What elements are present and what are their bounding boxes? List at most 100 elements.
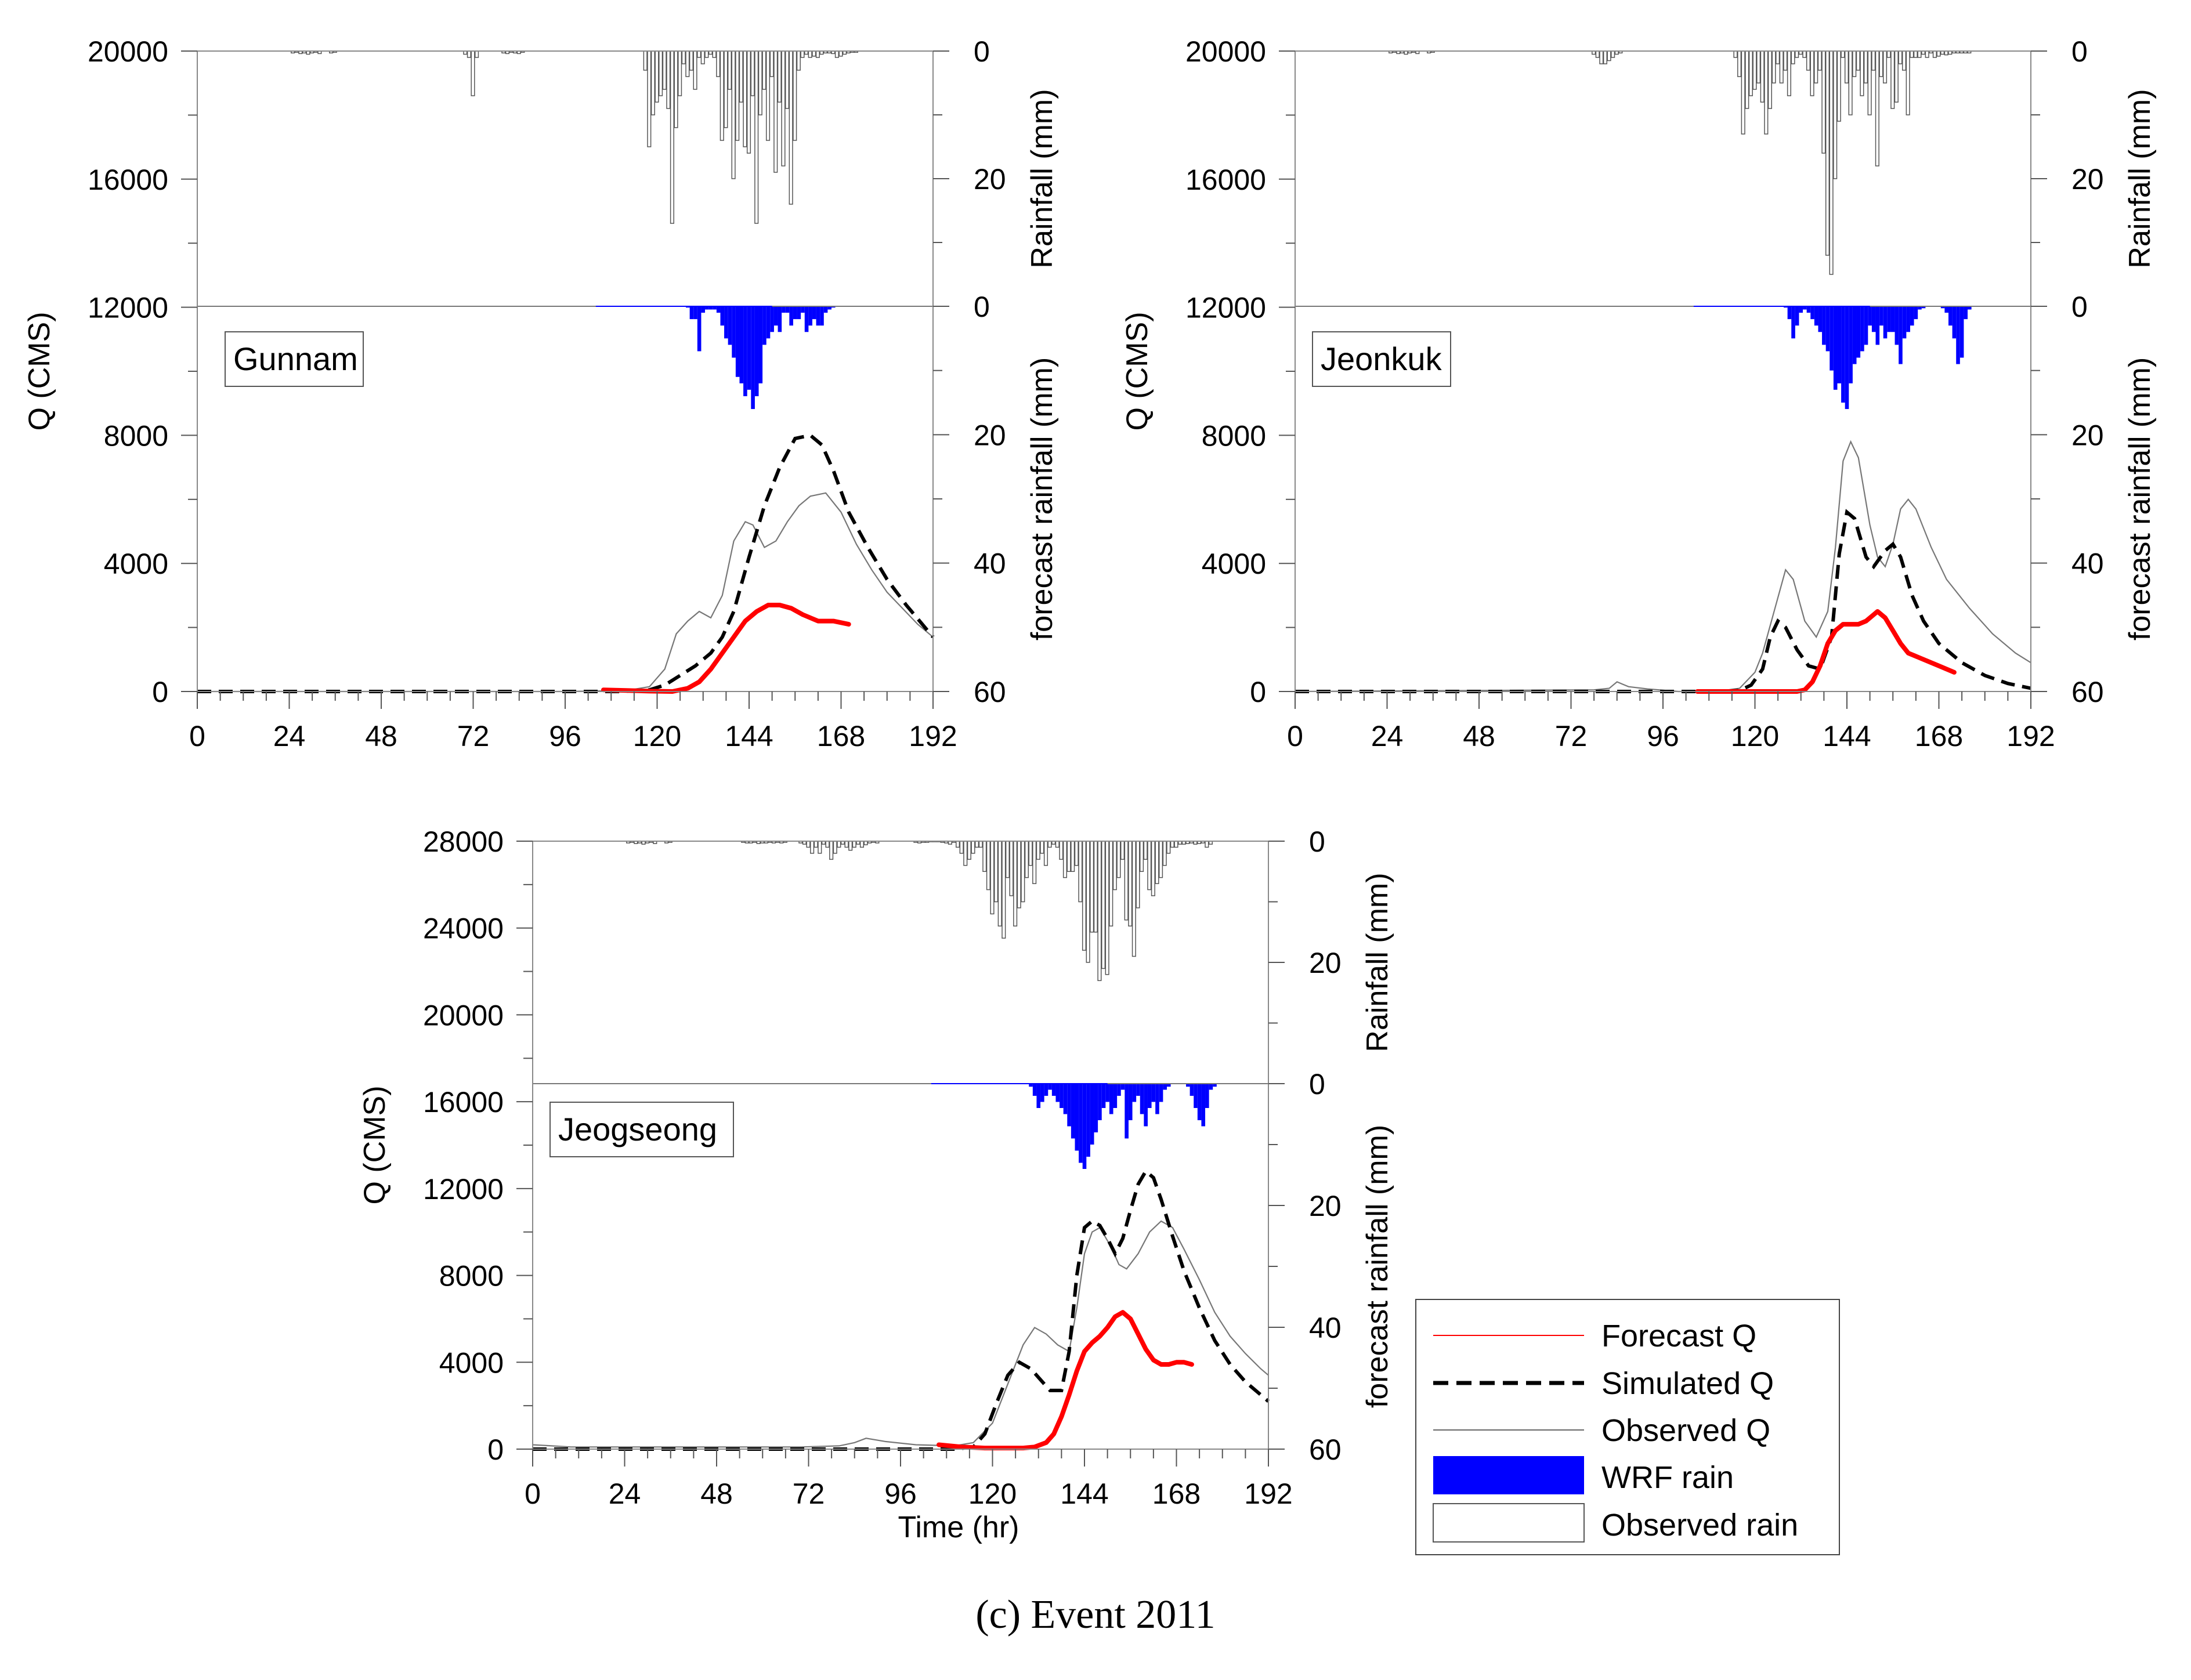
wrf-rain-bar <box>823 306 828 313</box>
x-tick-label: 0 <box>525 1478 541 1510</box>
observed-rain-bar <box>956 841 960 848</box>
wrf-rain-bar <box>1128 1084 1133 1120</box>
observed-rain-bar <box>1603 50 1607 64</box>
wrf-rain-bar <box>724 306 728 339</box>
observed-rain-bar <box>1047 841 1052 848</box>
y-tick-label: 8000 <box>439 1260 504 1292</box>
x-tick-label: 192 <box>909 720 957 752</box>
wrf-rain-bar <box>689 306 694 320</box>
observed-rain-bar <box>1013 841 1018 927</box>
wrf-rain-bar <box>1959 306 1964 358</box>
wrf-rain-bar <box>1036 1084 1041 1108</box>
forecast-rain-tick-label: 60 <box>2071 676 2104 708</box>
observed-rain-bar <box>833 841 837 854</box>
legend-obsrain-label: Observed rain <box>1601 1508 1798 1543</box>
observed-rain-bar <box>994 841 999 903</box>
observed-rain-bar <box>773 50 778 173</box>
observed-rain-bar <box>1879 50 1883 77</box>
wrf-rain-bar <box>1822 306 1826 345</box>
observed-rain-bar <box>1795 50 1799 58</box>
wrf-rain-bar <box>804 306 809 332</box>
wrf-rain-bar <box>1060 1084 1064 1108</box>
observed-rain-bar <box>975 841 979 848</box>
observed-rain-bar <box>1017 841 1021 908</box>
wrf-rain-bar <box>1918 306 1922 310</box>
wrf-rain-bar <box>713 306 717 310</box>
observed-rain-bar <box>1806 50 1811 71</box>
observed-rain-bar <box>815 50 820 58</box>
observed-rain-bar <box>716 50 721 77</box>
wrf-rain-bar <box>1197 1084 1202 1120</box>
wrf-rain-bar <box>1075 1084 1079 1151</box>
wrf-rain-bar <box>716 306 721 313</box>
observed-rain-bar <box>812 50 816 57</box>
station-label-box <box>549 1102 734 1157</box>
wrf-rain-bar <box>808 306 812 326</box>
x-tick-label: 72 <box>1555 720 1588 752</box>
wrf-rain-bar <box>1079 1084 1083 1163</box>
observed-rain-bar <box>1155 841 1159 884</box>
observed-rain-bar <box>727 50 732 90</box>
observed-rain-bar <box>1771 50 1776 84</box>
rainfall-axis-label: Rainfall (mm) <box>2123 89 2157 268</box>
observed-rain-bar <box>1776 50 1780 64</box>
observed-rain-bar <box>659 50 663 96</box>
x-tick-label: 24 <box>609 1478 641 1510</box>
y-tick-label: 16000 <box>1185 164 1266 196</box>
y-tick-label: 4000 <box>1202 548 1266 580</box>
x-tick-label: 0 <box>189 720 205 752</box>
wrf-rain-bar <box>1914 306 1918 320</box>
observed-rain-bar <box>1170 841 1174 848</box>
wrf-rain-bar <box>1105 1084 1109 1102</box>
observed-rain-bar <box>1028 841 1033 866</box>
wrf-rain-bar <box>1883 306 1888 339</box>
x-tick-label: 96 <box>884 1478 917 1510</box>
observed-rain-bar <box>1024 841 1029 878</box>
observed-rain-bar <box>1787 50 1791 96</box>
wrf-rain-bar <box>1213 1084 1217 1087</box>
observed-rain-bar <box>1074 841 1079 866</box>
rain-tick-label: 0 <box>974 35 990 68</box>
observed-rain-bar <box>1159 841 1163 878</box>
forecast-rain-tick-label: 20 <box>1309 1190 1342 1222</box>
wrf-rain-bar <box>773 306 778 326</box>
observed-rain-bar <box>1124 841 1129 921</box>
simulated-q-line <box>1295 509 2031 693</box>
observed-rain-bar <box>825 841 830 848</box>
x-axis-label: Time (hr) <box>898 1511 1019 1544</box>
wrf-rain-bar <box>1032 1084 1037 1096</box>
wrf-rain-bar <box>1868 306 1872 326</box>
wrf-rain-bar <box>697 306 702 352</box>
observed-rain-bar <box>959 841 964 854</box>
wrf-rain-bar <box>1818 306 1823 332</box>
observed-rain-bar <box>1913 50 1918 58</box>
observed-rain-bar <box>1764 50 1769 135</box>
x-tick-label: 48 <box>365 720 397 752</box>
observed-rain-bar <box>1833 50 1838 179</box>
observed-rain-bar <box>1120 841 1125 860</box>
observed-rain-bar <box>1841 50 1845 58</box>
observed-rain-bar <box>1779 50 1784 84</box>
observed-rain-bar <box>1882 50 1888 84</box>
rain-tick-label: 20 <box>1309 947 1342 979</box>
observed-rain-bar <box>750 50 755 96</box>
wrf-rain-bar <box>1940 306 1945 309</box>
observed-rain-bar <box>1116 841 1121 878</box>
legend-wrf-label: WRF rain <box>1601 1460 1734 1495</box>
wrf-rain-bar <box>1186 1084 1190 1087</box>
wrf-rain-bar <box>1144 1084 1148 1127</box>
wrf-rain-bar <box>720 306 725 326</box>
wrf-rain-bar <box>1791 306 1795 339</box>
wrf-rain-bar <box>705 306 709 310</box>
wrf-rain-bar <box>1952 306 1957 339</box>
wrf-rain-bar <box>1845 306 1849 410</box>
observed-q-line <box>532 1220 1269 1448</box>
y-tick-label: 12000 <box>1185 292 1266 324</box>
observed-rain-bar <box>1825 50 1830 256</box>
observed-rain-bar <box>712 50 717 58</box>
x-tick-label: 120 <box>633 720 681 752</box>
observed-rain-bar <box>852 841 856 848</box>
x-tick-label: 72 <box>457 720 490 752</box>
wrf-rain-bar <box>1155 1084 1159 1114</box>
